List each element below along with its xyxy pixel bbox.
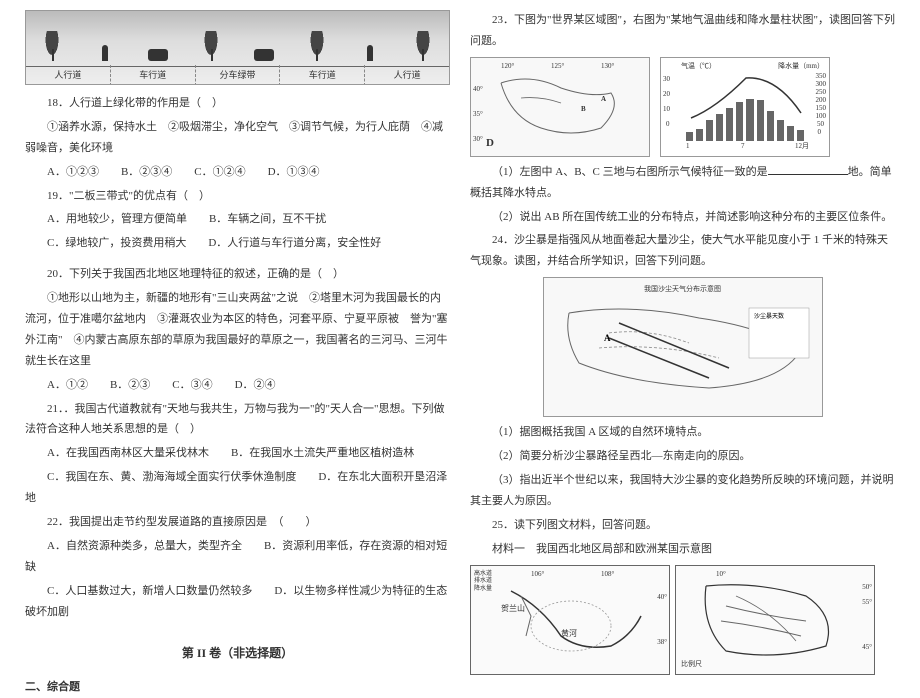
q18-stem: 18．人行道上绿化带的作用是（ ） [25, 93, 450, 114]
q20-stem: 20．下列关于我国西北地区地理特征的叙述，正确的是（ ） [25, 264, 450, 285]
dust-storm-map: 我国沙尘天气分布示意图 A 沙尘暴天数 [543, 277, 823, 417]
q22-stem: 22．我国提出走节约型发展道路的直接原因是 （ ） [25, 512, 450, 533]
svg-text:A: A [604, 333, 611, 343]
q18-items: ①涵养水源，保持水土 ②吸烟滞尘，净化空气 ③调节气候，为行人庇荫 ④减弱噪音，… [25, 117, 450, 159]
road-label: 分车绿带 [196, 65, 281, 85]
q21-stem: 21．．我国古代道教就有"天地与我共生，万物与我为一"的"天人合一"思想。下列做… [25, 399, 450, 441]
q24-stem: 24．沙尘暴是指强风从地面卷起大量沙尘，使大气水平能见度小于 1 千米的特殊天气… [470, 230, 895, 272]
q20-items: ①地形以山地为主，新疆的地形有"三山夹两盆"之说 ②塔里木河为我国最长的内流河，… [25, 288, 450, 372]
road-label: 车行道 [280, 65, 365, 85]
q25-stem: 25．读下列图文材料，回答问题。 [470, 515, 895, 536]
q25-material: 材料一 我国西北地区局部和欧洲某国示意图 [470, 539, 895, 560]
road-cross-section-diagram: 人行道 车行道 分车绿带 车行道 人行道 [25, 10, 450, 85]
q19-option-b: C．绿地较广，投资费用稍大 D．人行道与车行道分离，安全性好 [25, 233, 450, 254]
q19-option-a: A．用地较少，管理方便简单 B．车辆之间，互不干扰 [25, 209, 450, 230]
q24-sub3: （3）指出近半个世纪以来，我国特大沙尘暴的变化趋势所反映的环境问题，并说明其主要… [470, 470, 895, 512]
q24-sub1: （1）据图概括我国 A 区域的自然环境特点。 [470, 422, 895, 443]
road-label: 人行道 [365, 65, 449, 85]
q19-stem: 19．"二板三带式"的优点有（ ） [25, 186, 450, 207]
road-label: 人行道 [26, 65, 111, 85]
q23-sub1: （1）左图中 A、B、C 三地与右图所示气候特征一致的是地。简单概括其降水特点。 [470, 162, 895, 204]
q22-option-b: C．人口基数过大，新增人口数量仍然较多 D．以生物多样性减少为特征的生态破坏加剧 [25, 581, 450, 623]
part2-title: 第 II 卷（非选择题） [25, 642, 450, 665]
world-region-map: 120° 125° 130° 40° 35° 30° A B D [470, 57, 650, 157]
q24-sub2: （2）简要分析沙尘暴路径呈西北—东南走向的原因。 [470, 446, 895, 467]
q21-option-a: A．在我国西南林区大量采伐林木 B．在我国水土流失严重地区植树造林 [25, 443, 450, 464]
road-label: 车行道 [111, 65, 196, 85]
q22-option-a: A．自然资源种类多，总量大，类型齐全 B．资源利用率低，存在资源的相对短缺 [25, 536, 450, 578]
q23-stem: 23．下图为"世界某区域图"，右图为"某地气温曲线和降水量柱状图"，读图回答下列… [470, 10, 895, 52]
q23-sub2: （2）说出 AB 所在国传统工业的分布特点，并简述影响这种分布的主要区位条件。 [470, 207, 895, 228]
q20-options: A．①② B．②③ C．③④ D．②④ [25, 375, 450, 396]
q18-options: A．①②③ B．②③④ C．①②④ D．①③④ [25, 162, 450, 183]
northwest-china-map: 106° 108° 40° 38° 贺兰山 黄河 高水道 排水道 降水量 [470, 565, 670, 675]
svg-text:沙尘暴天数: 沙尘暴天数 [754, 312, 784, 320]
europe-country-map: 10° 50° 55° 45° 比例尺 [675, 565, 875, 675]
climate-chart: 气温（℃） 降水量（mm） 30 20 10 0 350 300 250 200… [660, 57, 830, 157]
blank-fill [768, 164, 848, 175]
part2-subtitle: 二、综合题 [25, 677, 450, 698]
q21-option-b: C．我国在东、黄、渤海海域全面实行伏季休渔制度 D．在东北大面积开垦沼泽地 [25, 467, 450, 509]
